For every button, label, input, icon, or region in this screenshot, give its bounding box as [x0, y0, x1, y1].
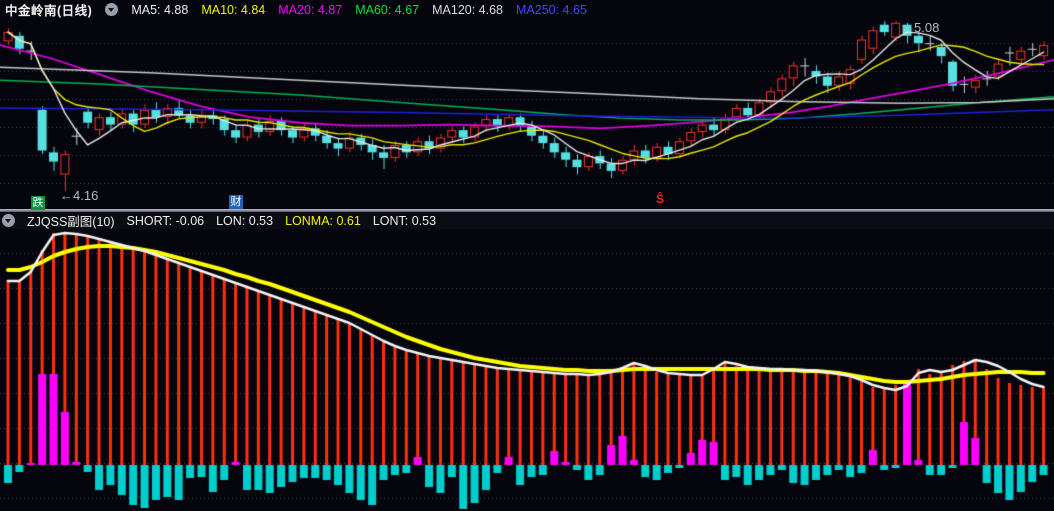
financial-report-badge[interactable]: 财 [229, 195, 243, 209]
ma20-value: MA20: 4.87 [278, 2, 343, 17]
short-value: SHORT: -0.06 [126, 213, 205, 228]
ma250-value: MA250: 4.65 [516, 2, 587, 17]
ma120-value: MA120: 4.68 [432, 2, 504, 17]
stock-title: 中金岭南(日线) [5, 4, 93, 18]
main-chart-header: 中金岭南(日线) MA5: 4.88 MA10: 4.84 MA20: 4.87… [0, 0, 1054, 19]
lon-value: LON: 0.53 [216, 213, 274, 228]
lonma-value: LONMA: 0.61 [285, 213, 361, 228]
sub-chart-header: ZJQSS副图(10) SHORT: -0.06 LON: 0.53 LONMA… [0, 212, 1054, 229]
indicator-name: ZJQSS副图(10) [27, 215, 115, 229]
sell-signal-marker: Ŝ [656, 192, 665, 206]
ma10-value: MA10: 4.84 [201, 2, 266, 17]
collapse-chevron-icon[interactable] [2, 214, 15, 227]
high-price-annotation: ←5.08 [901, 20, 940, 35]
collapse-chevron-icon[interactable] [105, 3, 119, 16]
ma60-value: MA60: 4.67 [355, 2, 420, 17]
lont-value: LONT: 0.53 [372, 213, 437, 228]
price-drop-event-badge[interactable]: 跌 [31, 196, 45, 210]
ma5-value: MA5: 4.88 [131, 2, 189, 17]
panel-splitter[interactable] [0, 209, 1054, 212]
low-price-annotation: ←4.16 [60, 188, 99, 203]
